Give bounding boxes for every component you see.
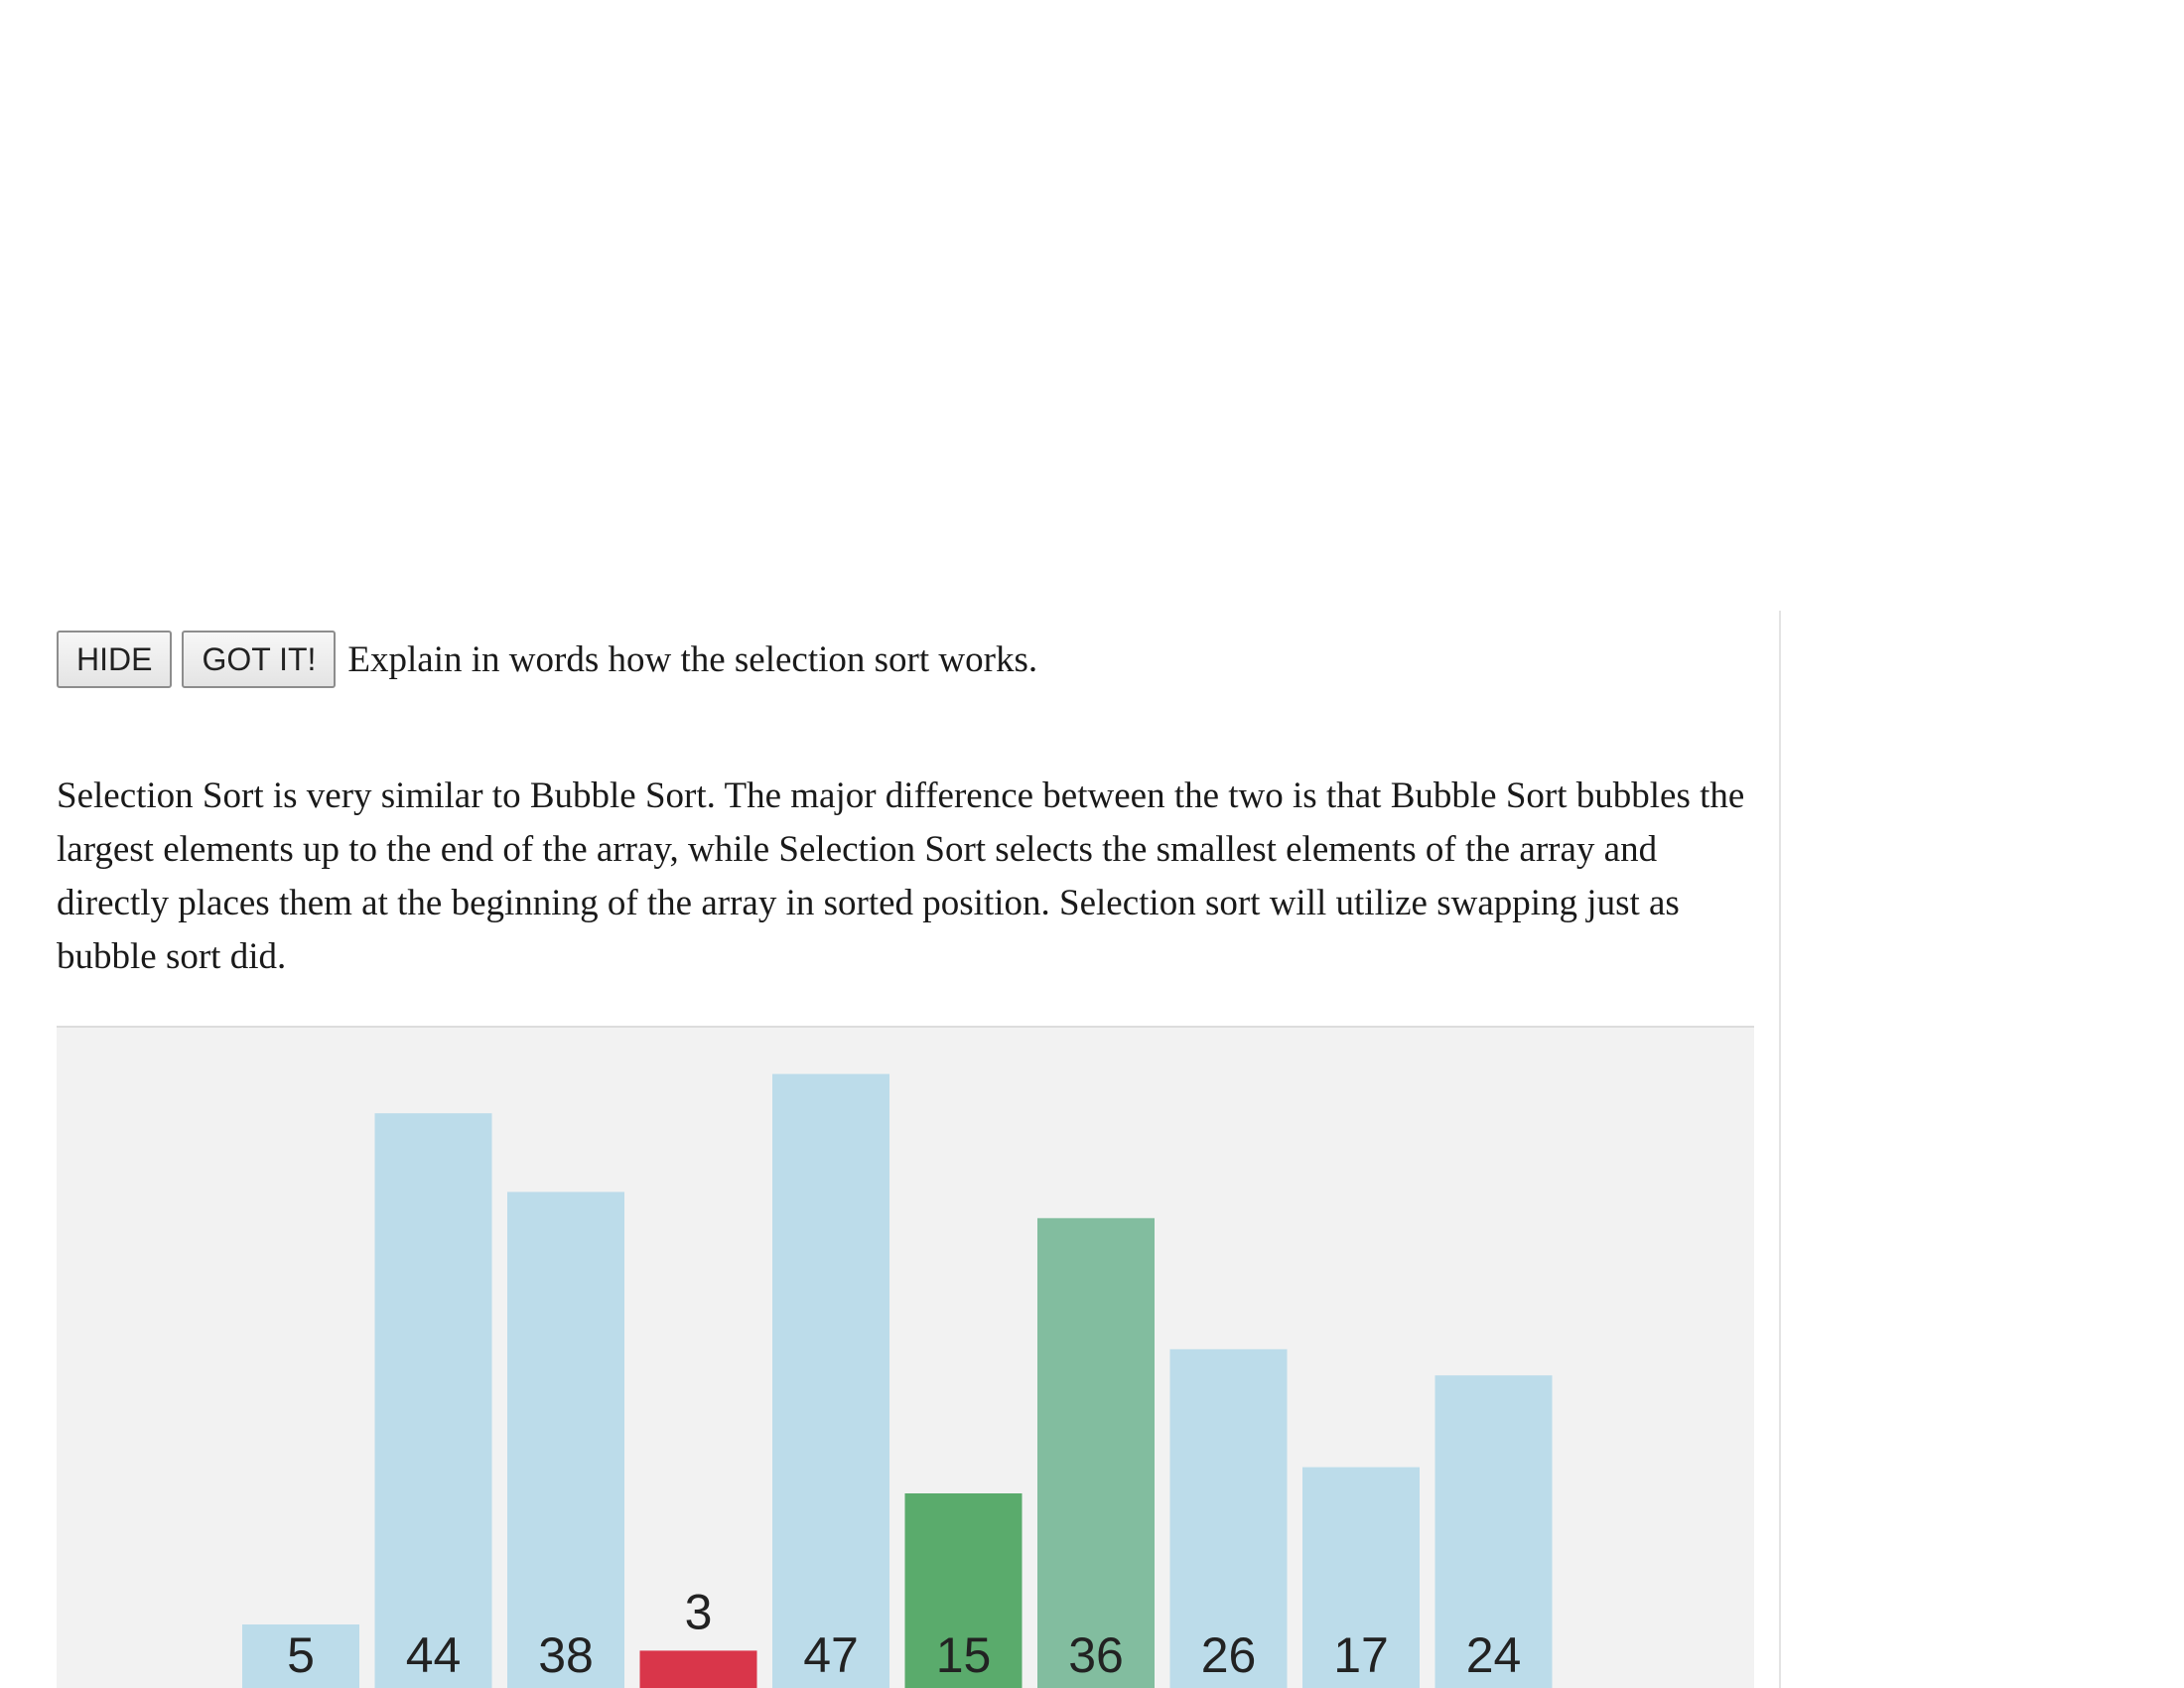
bar-array-svg: 5 44 38 3 47 15 36 26 17 24 — [242, 1073, 1553, 1688]
sort-visualization: 5 44 38 3 47 15 36 26 17 24 — [57, 1026, 1754, 1688]
array-bar — [1302, 1467, 1420, 1688]
bar-value-label: 47 — [803, 1627, 859, 1683]
question-row: HIDE GOT IT! Explain in words how the se… — [57, 631, 1037, 688]
question-prompt: Explain in words how the selection sort … — [347, 638, 1038, 680]
bar-value-label: 36 — [1068, 1627, 1124, 1683]
array-bar — [772, 1073, 889, 1688]
bar-value-label: 15 — [936, 1627, 992, 1683]
bar-value-label: 26 — [1201, 1627, 1257, 1683]
array-bar — [1037, 1217, 1155, 1688]
bar-value-label: 17 — [1333, 1627, 1389, 1683]
bar-value-label: 24 — [1466, 1627, 1522, 1683]
got-it-button[interactable]: GOT IT! — [182, 631, 337, 688]
bar-value-label: 3 — [685, 1584, 713, 1639]
array-bar — [904, 1493, 1023, 1688]
array-bar — [242, 1624, 359, 1688]
array-bar — [639, 1650, 757, 1688]
hide-button[interactable]: HIDE — [57, 631, 173, 688]
bar-value-label: 44 — [406, 1627, 462, 1683]
array-bar — [1169, 1348, 1288, 1688]
explanation-text: Selection Sort is very similar to Bubble… — [57, 775, 1745, 977]
exercise-panel — [0, 611, 1781, 1688]
array-bar — [374, 1113, 492, 1688]
bar-value-label: 38 — [538, 1627, 594, 1683]
array-bar — [507, 1192, 624, 1688]
bar-value-label: 5 — [287, 1627, 315, 1683]
array-bar — [1434, 1375, 1553, 1688]
